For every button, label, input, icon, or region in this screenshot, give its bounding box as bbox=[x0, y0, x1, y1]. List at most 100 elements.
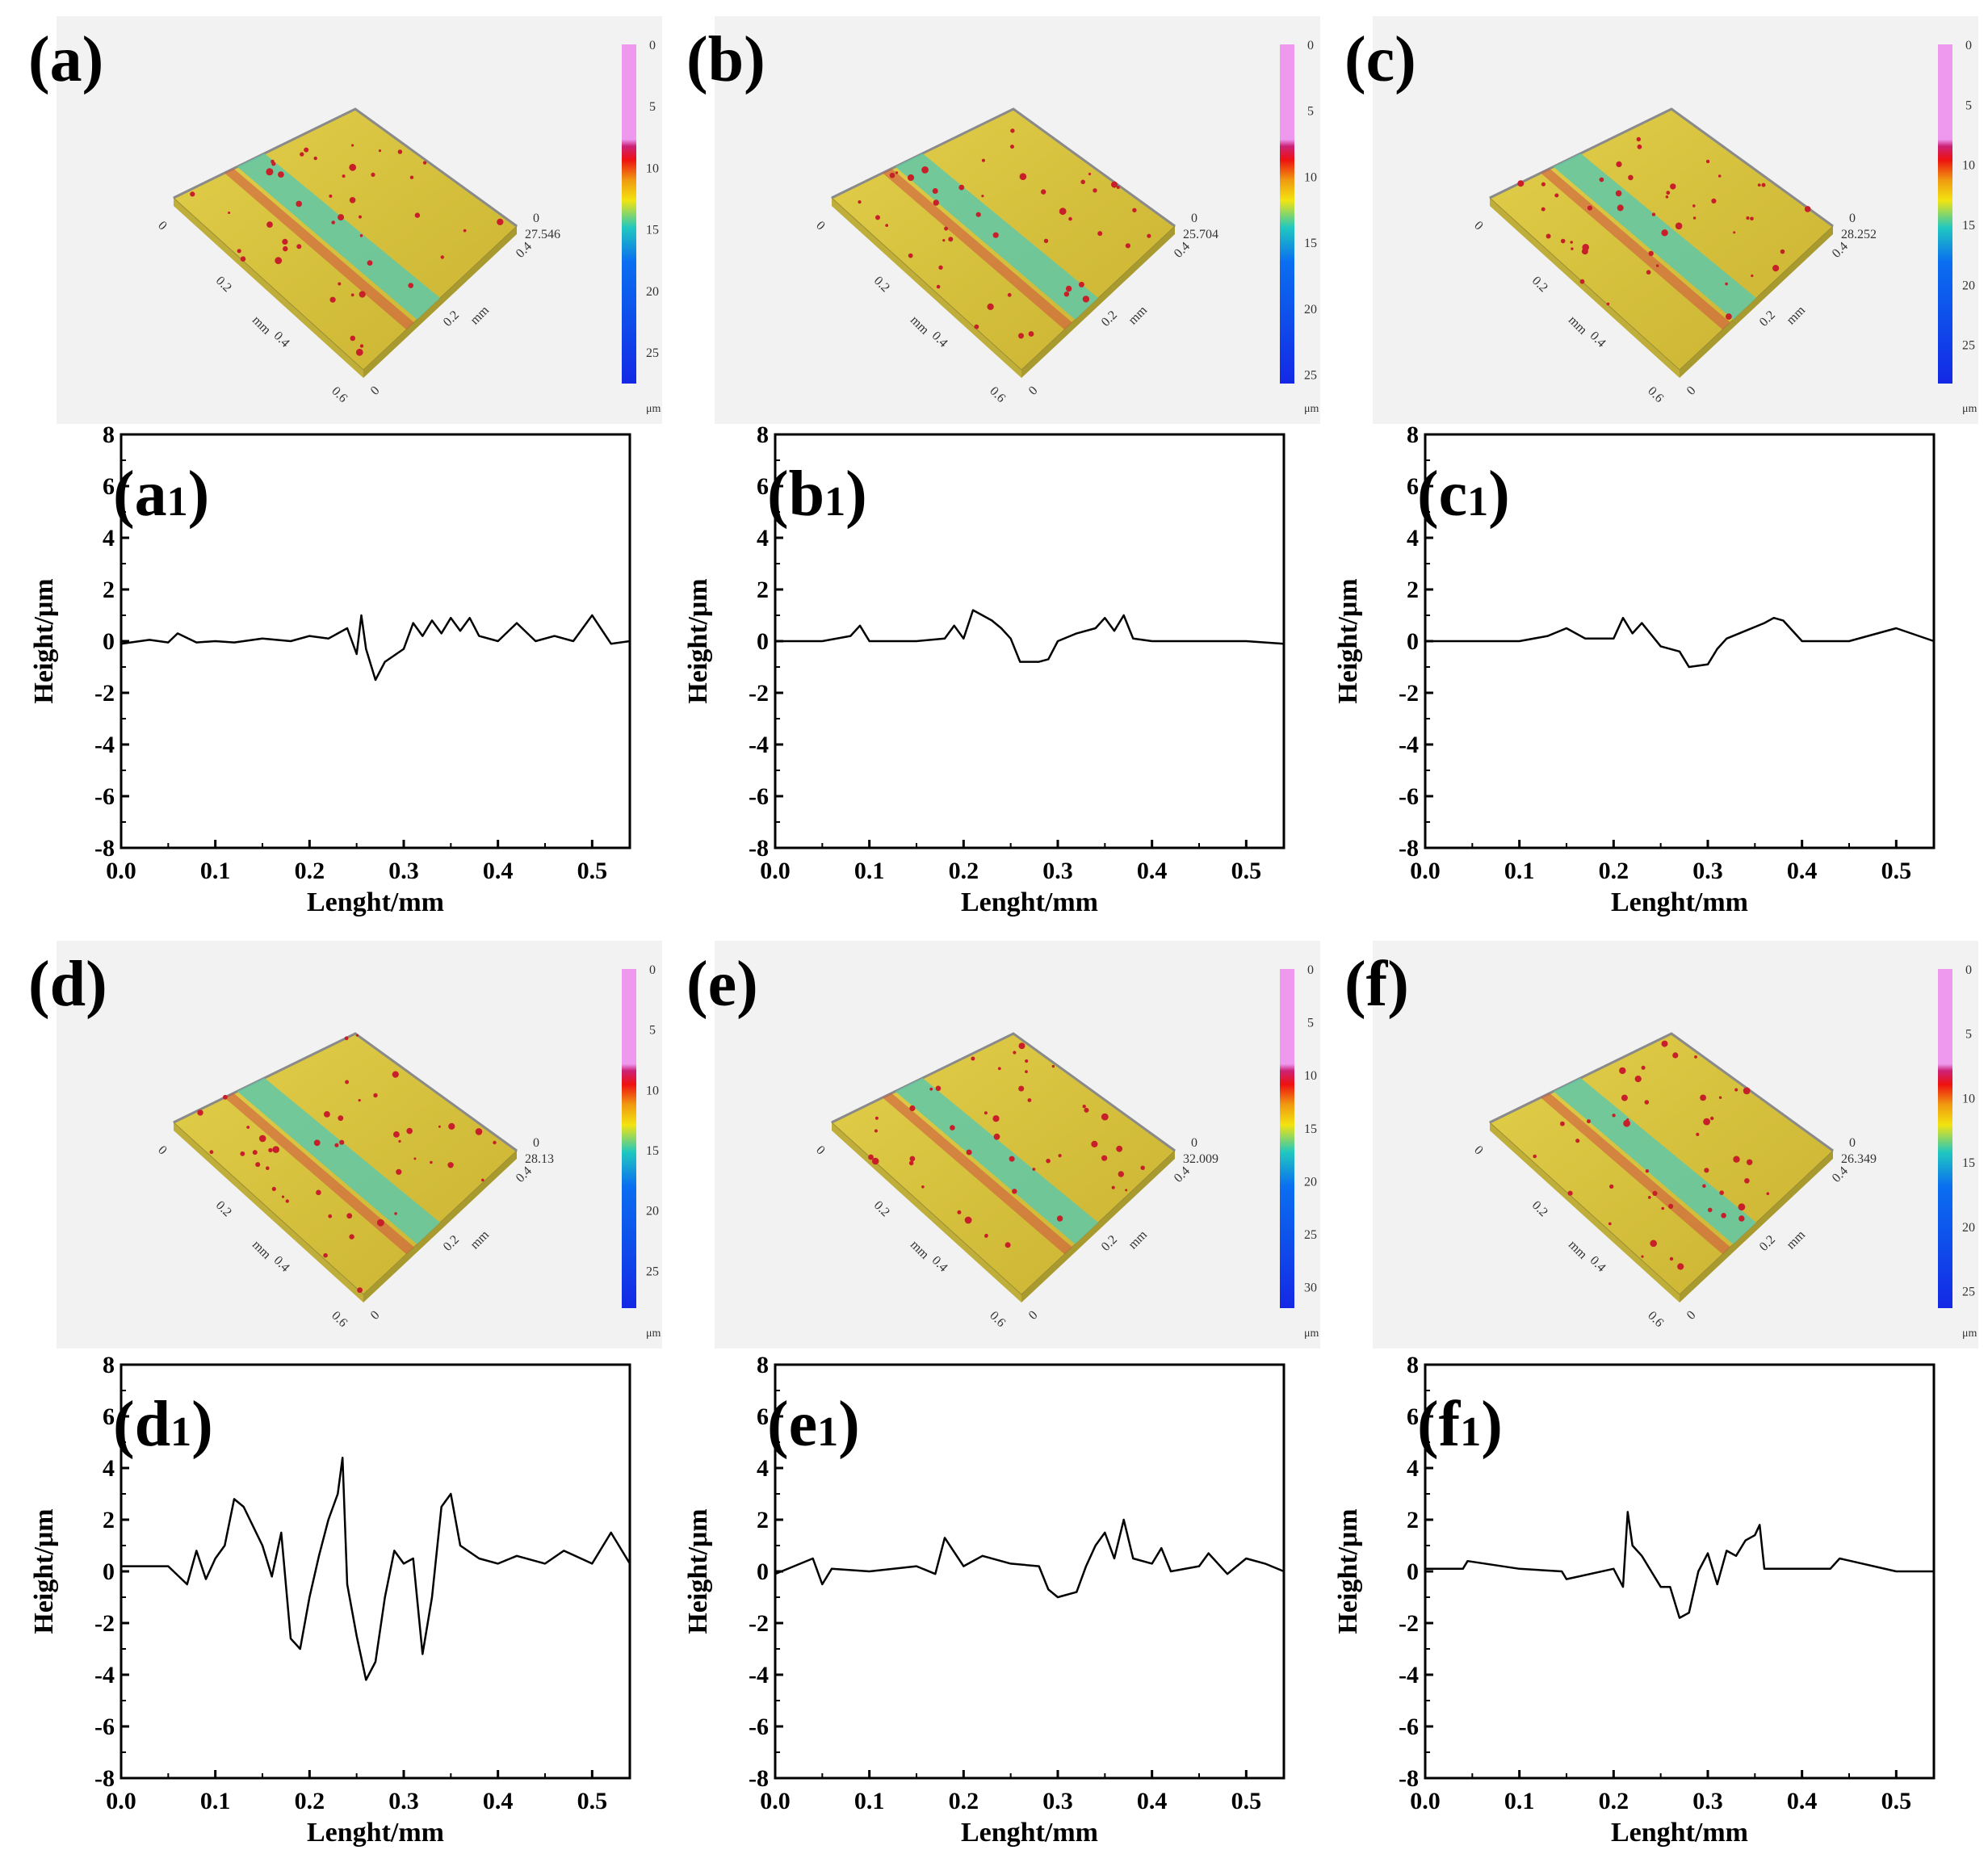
x-tick-label: 0.4 bbox=[1137, 1788, 1168, 1814]
surface-spot bbox=[266, 221, 273, 228]
y-tick-label: -6 bbox=[94, 783, 115, 810]
surface-spot bbox=[497, 218, 504, 225]
surface-panel-b: 00.20.40.6mm00.20.4mm025.7040510152025μm… bbox=[686, 16, 1320, 424]
surface-spot bbox=[1018, 1085, 1025, 1092]
y-axis-label: Height/μm bbox=[683, 1508, 713, 1634]
y-tick-label: 2 bbox=[1407, 577, 1419, 603]
profile-panel-label: (e1) bbox=[767, 1389, 860, 1460]
y-tick-label: 2 bbox=[103, 577, 115, 603]
y-tick-label: 4 bbox=[757, 525, 769, 552]
surface-spot bbox=[987, 303, 994, 310]
surface-spot bbox=[1116, 186, 1120, 189]
surface-side-wall bbox=[174, 198, 363, 378]
surface-spot bbox=[296, 244, 302, 250]
surface-spot bbox=[1009, 1156, 1015, 1162]
surface-spot bbox=[406, 1127, 413, 1135]
y-tick-label: 8 bbox=[103, 422, 115, 448]
surface-spot bbox=[463, 229, 467, 233]
colorbar-tick: 0 bbox=[649, 963, 656, 977]
surface-spot bbox=[1766, 1192, 1770, 1195]
surface-spot bbox=[1711, 198, 1717, 203]
wear-track bbox=[1553, 1078, 1756, 1244]
panel-label: (f) bbox=[1344, 949, 1409, 1020]
colorbar-tick: 15 bbox=[1962, 1156, 1975, 1170]
x-tick-label: 0.2 bbox=[949, 1788, 979, 1814]
surface-spot bbox=[272, 1146, 280, 1153]
surface-spot bbox=[367, 260, 373, 266]
surface-spot bbox=[1656, 264, 1659, 267]
surface-spot bbox=[338, 214, 345, 221]
surface-spot bbox=[258, 1135, 266, 1143]
y-tick-label: 8 bbox=[103, 1352, 115, 1378]
y-tick-label: 0 bbox=[757, 1558, 769, 1585]
surface-spot bbox=[398, 1139, 401, 1143]
colorbar-tick: 30 bbox=[1304, 1281, 1317, 1295]
surface-spot bbox=[1101, 1155, 1108, 1161]
surface-spot bbox=[971, 1056, 975, 1061]
surface-side-wall bbox=[174, 1122, 363, 1302]
surface-spot bbox=[1013, 1051, 1017, 1055]
surface-spot bbox=[1721, 1213, 1726, 1219]
surface-spot bbox=[355, 348, 363, 356]
surface-spot bbox=[909, 1156, 916, 1162]
surface-spot bbox=[936, 284, 941, 289]
x-tick-label: 0.2 bbox=[949, 858, 979, 884]
surface-spot bbox=[271, 1186, 276, 1191]
y-tick-label: -2 bbox=[1399, 680, 1419, 707]
x-axis-label: Lenght/mm bbox=[307, 1818, 444, 1848]
colorbar-tick: 0 bbox=[1965, 963, 1972, 977]
y-tick-label: 6 bbox=[103, 1403, 115, 1430]
surface-spot bbox=[932, 188, 938, 194]
surface-spot bbox=[1587, 205, 1592, 211]
surface-spot bbox=[240, 1151, 245, 1156]
surface-side-wall bbox=[1680, 1151, 1833, 1302]
surface-spot bbox=[874, 1129, 878, 1133]
surface-spot bbox=[921, 166, 929, 174]
surface-spot bbox=[1700, 1094, 1707, 1101]
surface-spot bbox=[237, 249, 241, 254]
surface-spot bbox=[1634, 1076, 1642, 1083]
y-tick-label: 8 bbox=[757, 1352, 769, 1378]
surface-spot bbox=[246, 1126, 250, 1129]
x-tick-label: 0.0 bbox=[106, 1788, 136, 1814]
y-tick-label: -8 bbox=[749, 1765, 769, 1792]
y-tick-label: -8 bbox=[1399, 1765, 1419, 1792]
surface-spot bbox=[1575, 1139, 1580, 1143]
surface-back-edge bbox=[173, 107, 518, 228]
surface-spot bbox=[992, 1115, 1000, 1122]
surface-spot bbox=[974, 324, 979, 329]
surface-spot bbox=[981, 158, 985, 162]
surface-spot bbox=[885, 224, 889, 227]
surface-spot bbox=[1046, 1158, 1051, 1164]
y-tick-label: -4 bbox=[94, 1662, 115, 1688]
surface-spot bbox=[392, 1071, 399, 1078]
surface-spot bbox=[1546, 233, 1551, 239]
surface-z-max: 26.349 bbox=[1841, 1152, 1877, 1166]
surface-spot bbox=[1599, 177, 1604, 182]
surface-spot bbox=[334, 1143, 339, 1147]
surface-spot bbox=[359, 344, 364, 348]
surface-spot bbox=[1677, 1263, 1684, 1270]
surface-spot bbox=[350, 293, 354, 297]
surface-spot bbox=[1641, 1065, 1646, 1070]
surface-spot bbox=[240, 256, 246, 262]
surface-spot bbox=[1672, 1052, 1679, 1059]
colorbar-tick: 0 bbox=[1965, 39, 1972, 52]
surface-spot bbox=[1025, 1070, 1028, 1073]
surface-spot bbox=[1647, 1196, 1651, 1199]
y-tick-label: -6 bbox=[1399, 783, 1419, 810]
x-tick-label: 0.4 bbox=[1787, 858, 1818, 884]
surface-spot bbox=[997, 1067, 1001, 1071]
surface-spot bbox=[1132, 208, 1137, 212]
colorbar-tick: 20 bbox=[646, 1205, 659, 1219]
profile-chart-e: 8 6 4 2 0 -2 -4 -6 -80.0 0.1 0.2 0.3 0.4 0.5 Lenght/mm… bbox=[683, 1352, 1285, 1848]
surface-z-max: 27.546 bbox=[525, 228, 560, 241]
surface-spot bbox=[1772, 265, 1780, 272]
surface-spot bbox=[373, 1093, 378, 1098]
surface-spot bbox=[1628, 174, 1634, 181]
surface-spot bbox=[266, 1166, 270, 1170]
surface-spot bbox=[359, 215, 362, 219]
surface-spot bbox=[1675, 222, 1683, 230]
surface-spot bbox=[197, 1109, 203, 1116]
y-tick-label: 0 bbox=[103, 628, 115, 655]
